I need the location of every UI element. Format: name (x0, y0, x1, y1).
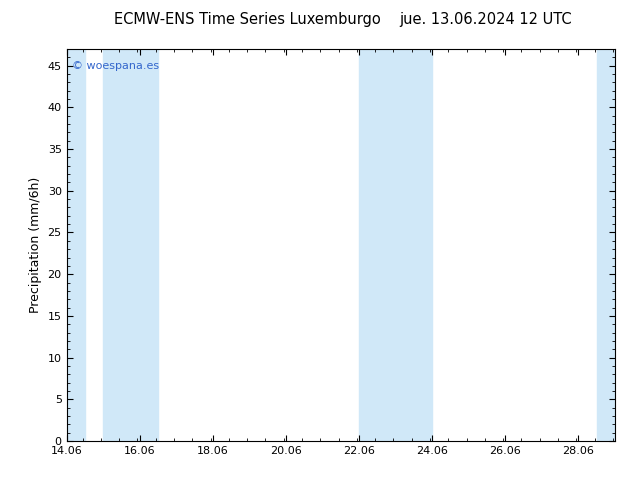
Y-axis label: Precipitation (mm/6h): Precipitation (mm/6h) (29, 177, 42, 313)
Text: © woespana.es: © woespana.es (72, 61, 159, 71)
Text: jue. 13.06.2024 12 UTC: jue. 13.06.2024 12 UTC (399, 12, 572, 27)
Bar (67, 49, 85, 441)
Text: ECMW-ENS Time Series Luxemburgo: ECMW-ENS Time Series Luxemburgo (114, 12, 381, 27)
Bar (597, 49, 615, 441)
Bar (359, 49, 432, 441)
Bar (103, 49, 158, 441)
